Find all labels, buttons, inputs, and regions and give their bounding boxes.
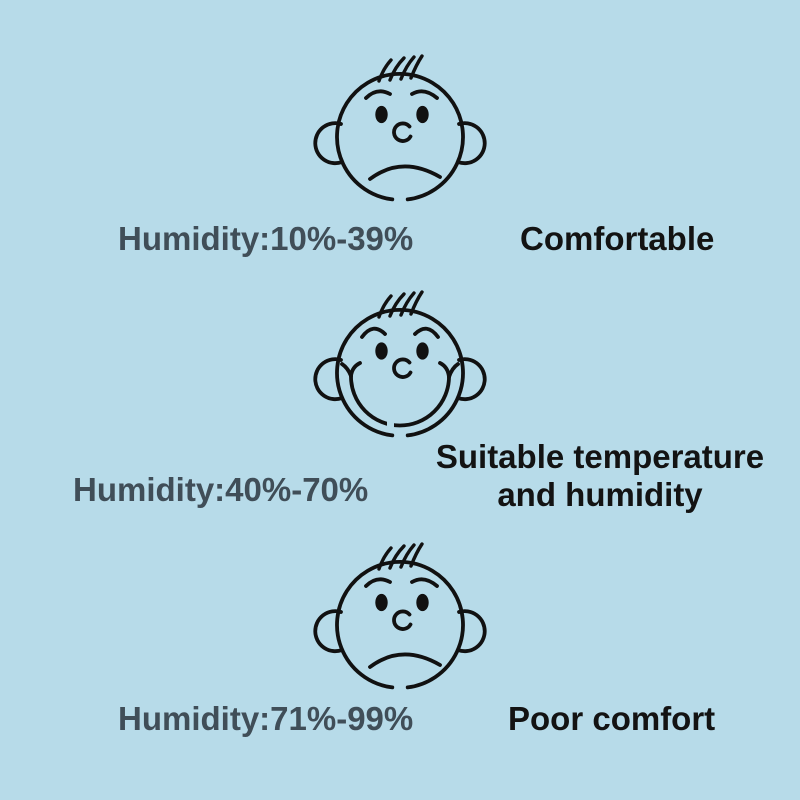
right-ear — [456, 357, 487, 402]
hair — [377, 58, 393, 83]
right-eyebrow — [410, 89, 439, 100]
hair — [377, 294, 393, 319]
smile-stroke-gap — [387, 420, 394, 429]
comfort-level-label-3: Poor comfort — [508, 700, 716, 737]
sad-baby-face-icon — [313, 542, 487, 690]
right-eye — [416, 593, 429, 612]
left-eyebrow — [364, 577, 392, 588]
smile-mouth — [349, 374, 451, 428]
smile-left-fork — [349, 361, 362, 378]
right-eye — [416, 342, 429, 360]
nose — [392, 121, 413, 143]
right-eyebrow — [410, 577, 439, 588]
hair — [409, 54, 424, 80]
hair — [399, 55, 416, 81]
right-ear — [456, 609, 487, 654]
right-eye — [416, 105, 429, 124]
left-eye — [375, 105, 388, 124]
head-outline — [335, 307, 465, 438]
happy-baby-face-icon — [313, 290, 487, 438]
head-outline — [335, 71, 465, 202]
comfort-level-label-1: Comfortable — [520, 220, 715, 257]
humidity-range-label-3: Humidity:71%-99% — [118, 700, 414, 737]
left-ear — [313, 609, 344, 654]
smile-right-fork — [438, 361, 451, 379]
left-eyebrow — [360, 326, 387, 339]
hair — [399, 291, 416, 317]
head-outline — [335, 559, 465, 690]
hair — [388, 292, 406, 318]
left-ear — [313, 357, 344, 402]
hair — [388, 544, 406, 570]
left-ear — [313, 121, 344, 166]
hair — [377, 546, 393, 571]
right-eyebrow — [413, 326, 440, 339]
left-eye — [375, 593, 388, 612]
right-ear — [456, 121, 487, 166]
humidity-range-label-2: Humidity:40%-70% — [73, 471, 369, 508]
hair — [409, 290, 424, 316]
sad-baby-face-icon — [313, 54, 487, 202]
frown-mouth — [368, 652, 442, 669]
frown-mouth — [368, 164, 442, 181]
nose — [392, 609, 413, 631]
hair — [399, 543, 416, 569]
hair — [388, 56, 406, 82]
left-eyebrow — [364, 89, 392, 100]
humidity-range-label-1: Humidity:10%-39% — [118, 220, 414, 257]
nose — [392, 357, 413, 379]
hair — [409, 542, 424, 568]
comfort-level-label-2: Suitable temperature and humidity — [435, 438, 765, 513]
left-eye — [375, 342, 388, 360]
